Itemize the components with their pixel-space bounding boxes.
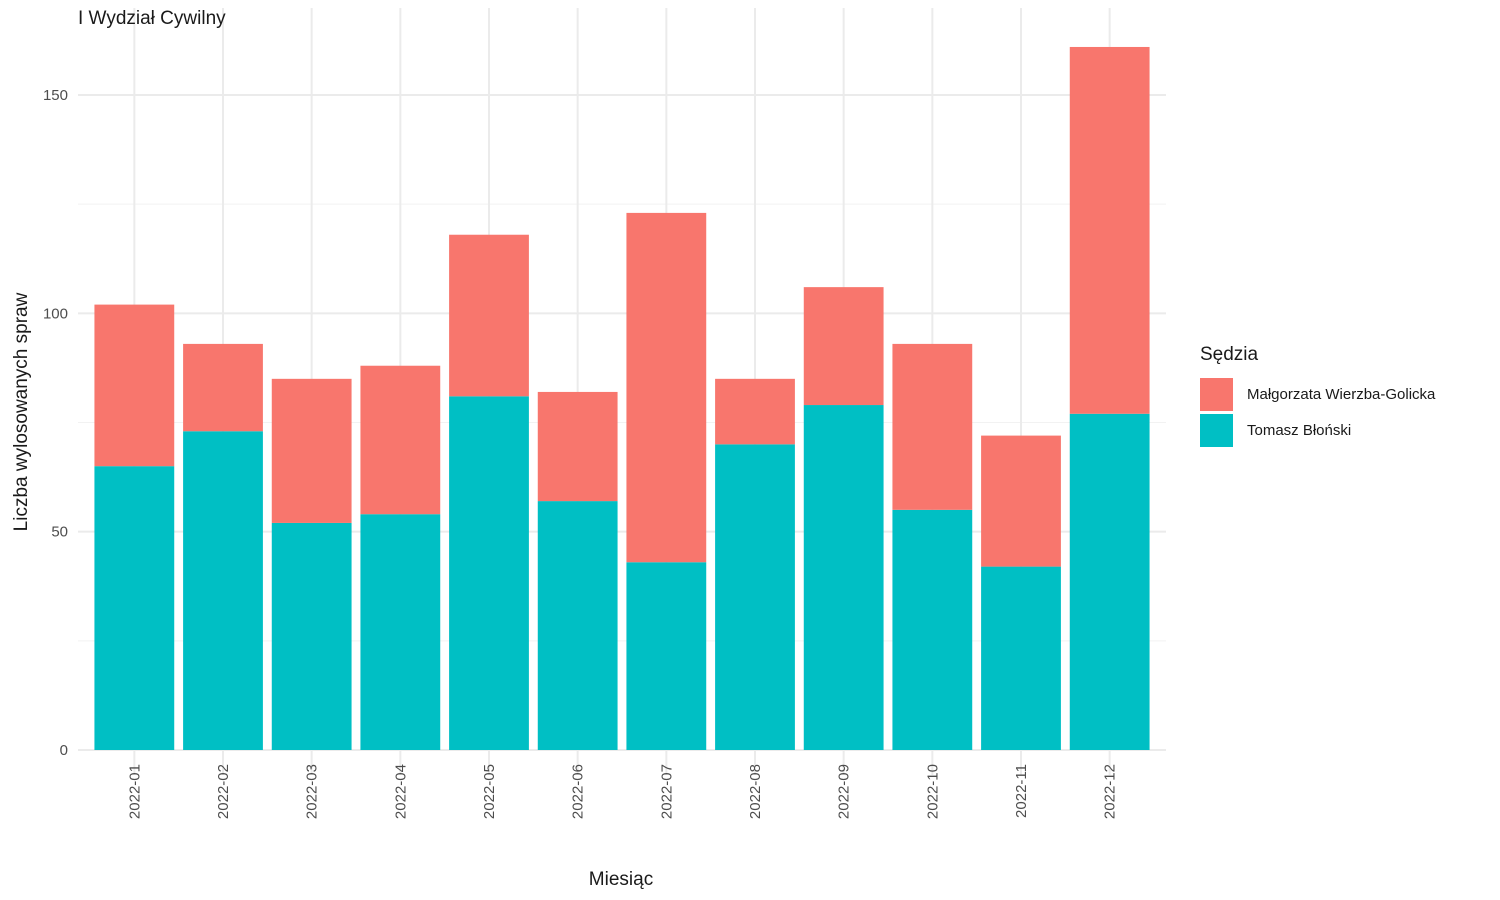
bar-segment xyxy=(449,234,529,397)
x-tick-label: 2022-10 xyxy=(924,764,941,819)
legend-key xyxy=(1200,413,1233,447)
bar-segment xyxy=(626,562,707,750)
bar-segment xyxy=(537,501,618,750)
y-tick-label: 100 xyxy=(43,305,68,322)
bar-segment xyxy=(803,405,884,750)
bars xyxy=(94,46,1150,750)
bar-segment xyxy=(449,396,529,750)
x-tick-label: 2022-09 xyxy=(836,764,853,819)
legend-items: Małgorzata Wierzba-Golicka Tomasz Błoński xyxy=(1200,376,1435,448)
y-tick-labels: 0 50 100 150 xyxy=(43,87,68,759)
x-tick-labels: 2022-01 2022-02 2022-03 2022-04 2022-05 2022-… xyxy=(126,764,1118,819)
bar-segment xyxy=(183,431,263,750)
x-tick-label: 2022-03 xyxy=(304,764,321,819)
x-tick-label: 2022-07 xyxy=(658,764,675,819)
legend-label: Małgorzata Wierzba-Golicka xyxy=(1247,385,1436,403)
bar-segment xyxy=(360,514,441,750)
bar-segment xyxy=(360,365,441,515)
y-axis-label: Liczba wylosowanych spraw xyxy=(11,292,32,531)
legend-label: Tomasz Błoński xyxy=(1247,421,1352,439)
bar-segment xyxy=(1069,46,1150,414)
x-tick-label: 2022-08 xyxy=(747,764,764,819)
x-tick-label: 2022-02 xyxy=(215,764,232,819)
x-tick-label: 2022-12 xyxy=(1102,764,1119,819)
legend-item: Tomasz Błoński xyxy=(1200,412,1435,448)
legend-title: Sędzia xyxy=(1200,344,1259,365)
bar-segment xyxy=(981,435,1061,567)
x-axis-label: Miesiąc xyxy=(589,869,653,890)
bar-segment xyxy=(626,212,707,563)
x-tick-label: 2022-01 xyxy=(126,764,143,819)
bar-segment xyxy=(183,343,263,432)
bar-segment xyxy=(1069,413,1150,750)
bar-segment xyxy=(94,304,175,467)
x-tick-label: 2022-05 xyxy=(481,764,498,819)
bar-segment xyxy=(981,566,1061,750)
y-tick-label: 150 xyxy=(43,87,68,104)
legend-key xyxy=(1200,377,1233,411)
bar-segment xyxy=(94,466,175,750)
y-tick-label: 50 xyxy=(51,524,68,541)
legend: Sędzia Małgorzata Wierzba-Golicka Tomasz … xyxy=(1200,344,1435,448)
bar-segment xyxy=(803,287,884,406)
chart-title: I Wydział Cywilny xyxy=(78,8,226,29)
bar-segment xyxy=(892,509,973,750)
legend-item: Małgorzata Wierzba-Golicka xyxy=(1200,376,1435,412)
x-tick-label: 2022-04 xyxy=(392,764,409,819)
bar-segment xyxy=(271,378,352,523)
bar-segment xyxy=(537,391,618,502)
x-tick-label: 2022-11 xyxy=(1013,764,1030,818)
y-tick-label: 0 xyxy=(60,742,68,759)
bar-segment xyxy=(715,378,795,445)
bar-segment xyxy=(715,444,795,750)
bar-segment xyxy=(271,522,352,750)
bar-segment xyxy=(892,343,973,510)
x-tick-label: 2022-06 xyxy=(570,764,587,819)
